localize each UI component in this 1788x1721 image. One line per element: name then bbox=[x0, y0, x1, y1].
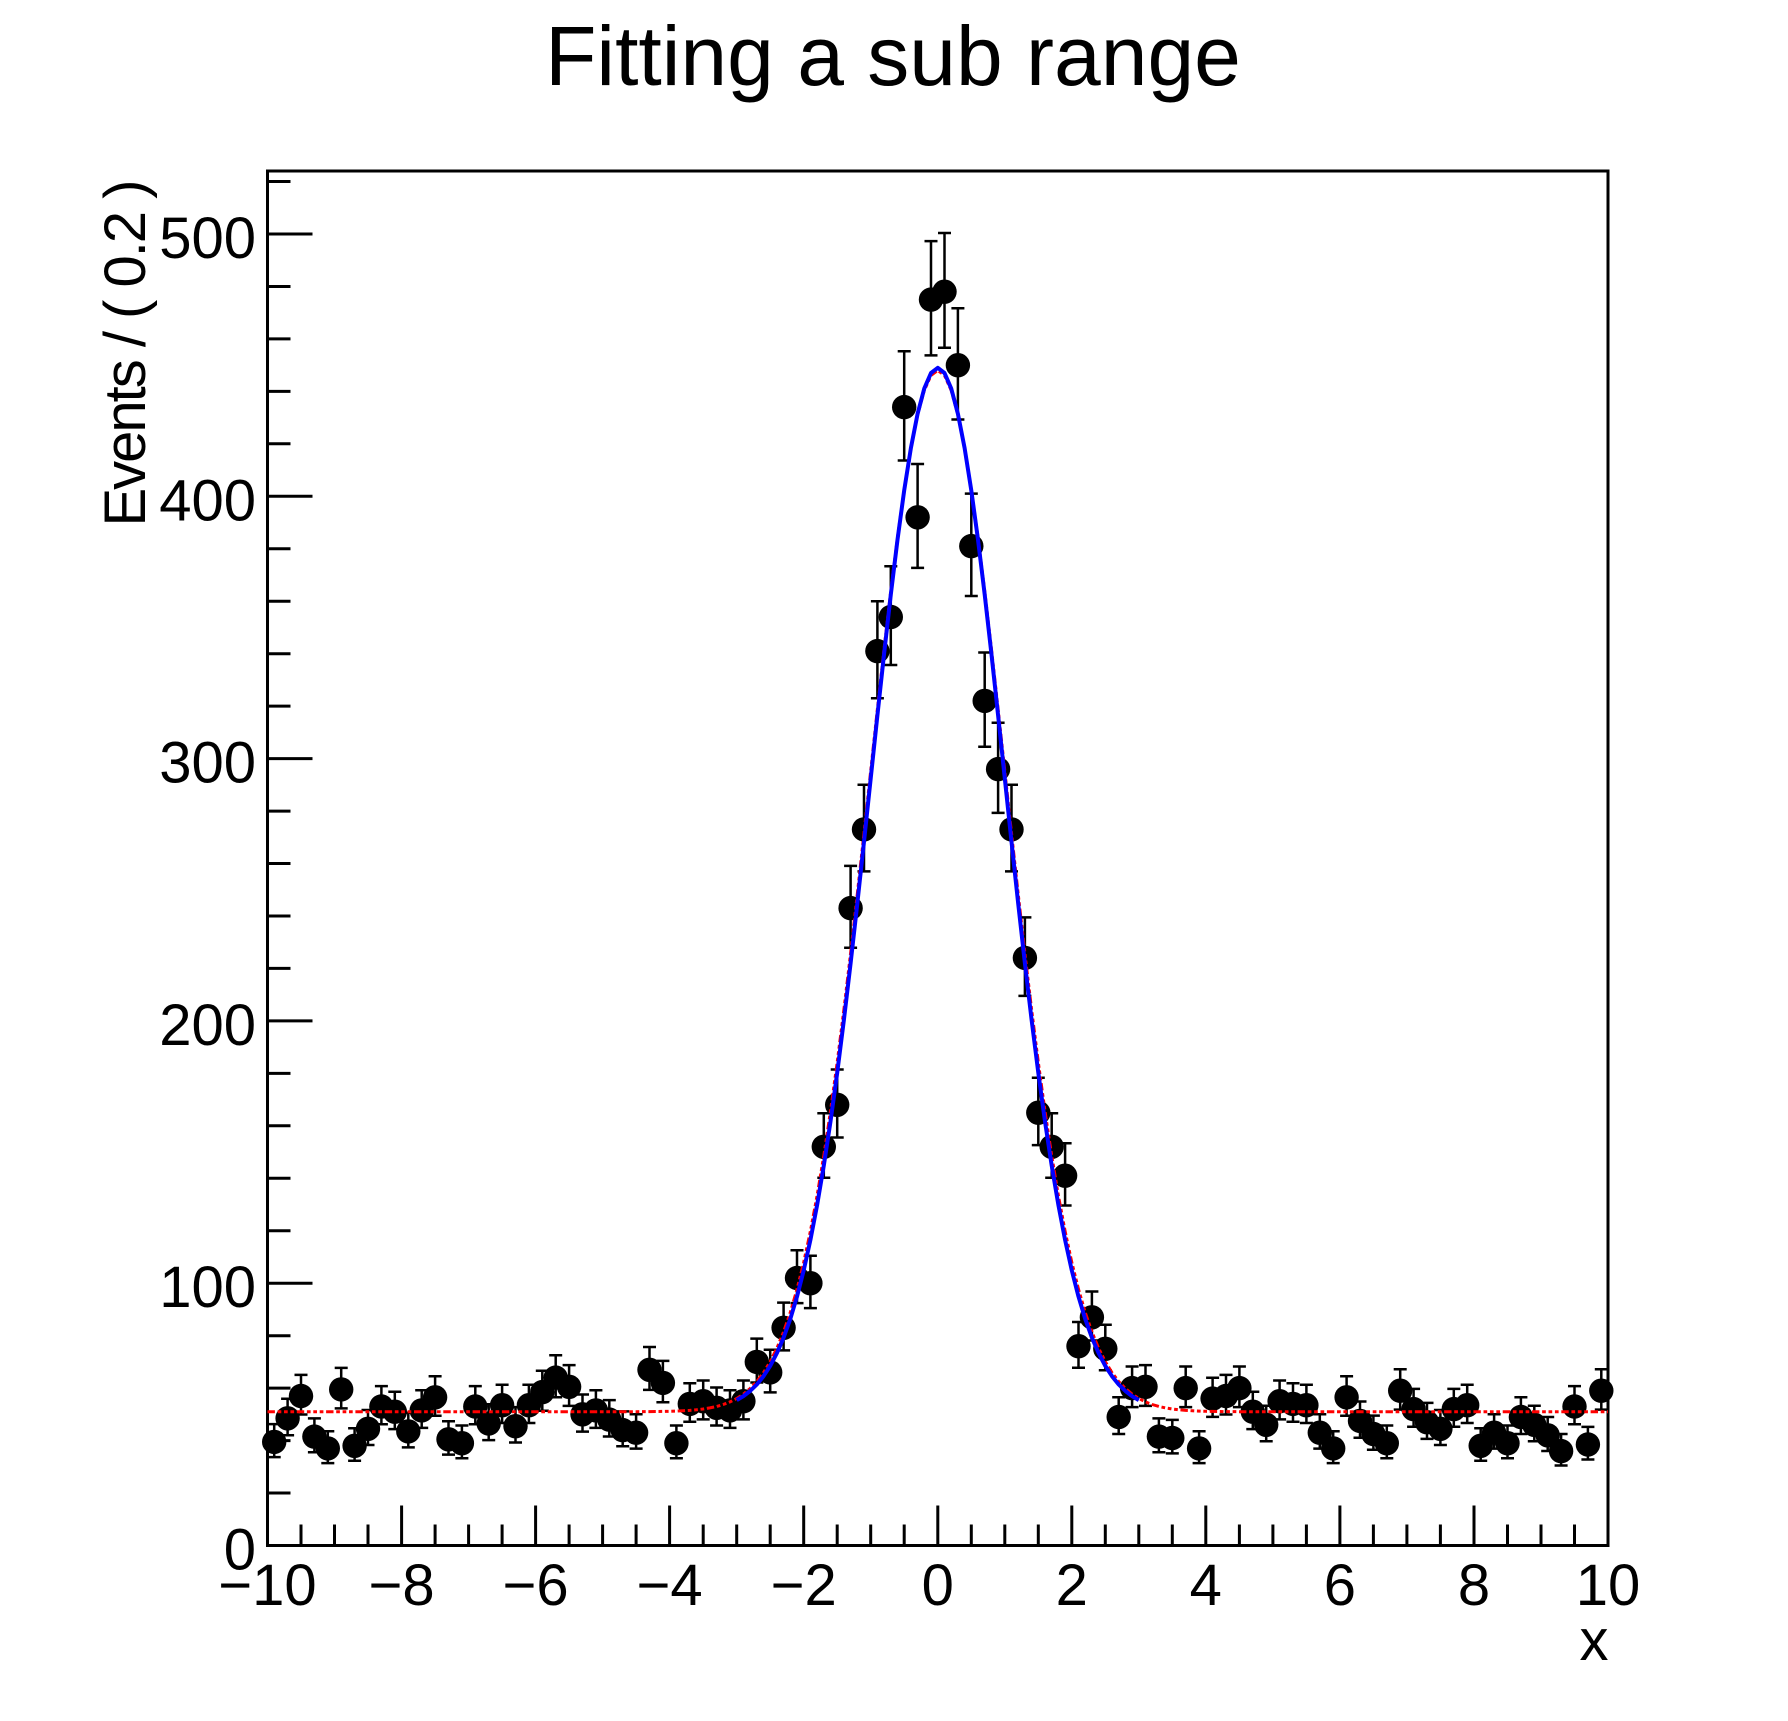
svg-text:2: 2 bbox=[1056, 1553, 1088, 1618]
svg-text:400: 400 bbox=[159, 468, 256, 533]
svg-text:−8: −8 bbox=[369, 1553, 435, 1618]
svg-text:4: 4 bbox=[1190, 1553, 1222, 1618]
svg-text:Events / ( 0.2 ): Events / ( 0.2 ) bbox=[93, 180, 158, 527]
svg-text:0: 0 bbox=[224, 1518, 256, 1583]
svg-text:−6: −6 bbox=[503, 1553, 569, 1618]
svg-text:0: 0 bbox=[922, 1553, 954, 1618]
svg-text:x: x bbox=[1580, 1608, 1609, 1673]
svg-text:−10: −10 bbox=[218, 1553, 316, 1618]
svg-text:6: 6 bbox=[1324, 1553, 1356, 1618]
svg-text:−2: −2 bbox=[771, 1553, 837, 1618]
svg-text:100: 100 bbox=[159, 1255, 256, 1320]
svg-text:8: 8 bbox=[1458, 1553, 1490, 1618]
svg-text:300: 300 bbox=[159, 731, 256, 796]
svg-text:500: 500 bbox=[159, 206, 256, 271]
svg-text:200: 200 bbox=[159, 993, 256, 1058]
svg-text:Fitting a sub range: Fitting a sub range bbox=[545, 9, 1241, 103]
svg-text:−4: −4 bbox=[637, 1553, 703, 1618]
svg-text:10: 10 bbox=[1576, 1553, 1641, 1618]
